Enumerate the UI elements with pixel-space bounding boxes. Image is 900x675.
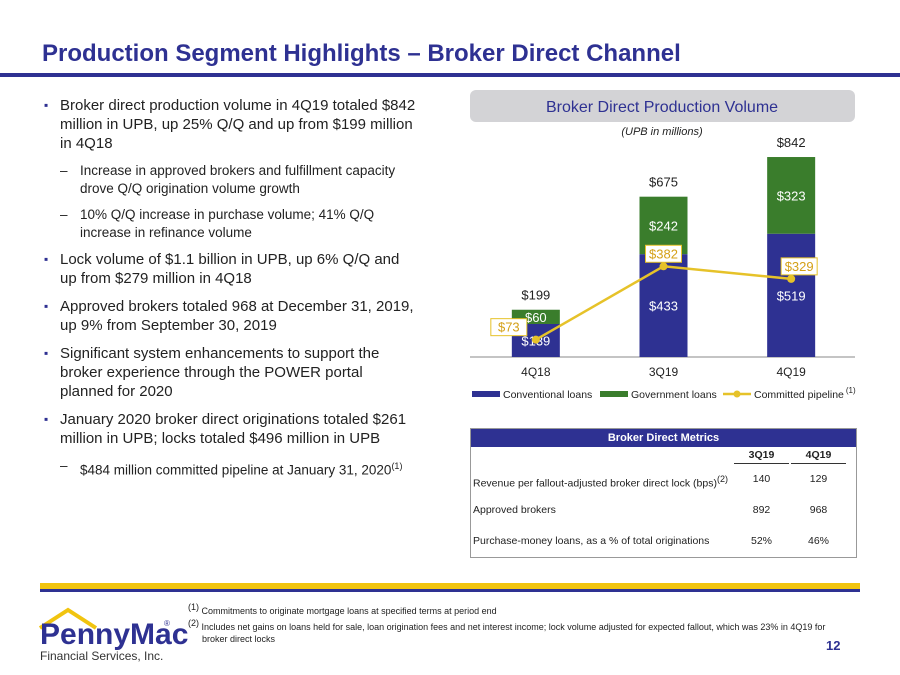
sub-bullet-text: Increase in approved brokers and fulfill… [80,163,396,196]
rule [40,589,860,592]
data-label: $242 [649,218,678,233]
footnote-ref: (1) [846,386,856,395]
x-tick-label: 4Q18 [521,365,551,379]
footnote: (1) Commitments to originate mortgage lo… [188,601,828,617]
total-label: $199 [521,288,550,303]
row-label: Approved brokers [473,495,732,526]
legend-label: Conventional loans [503,389,592,401]
bullet: Broker direct production volume in 4Q19 … [42,96,420,153]
bullet-text: January 2020 broker direct originations … [60,411,407,447]
sub-bullet-text: 10% Q/Q increase in purchase volume; 41%… [80,207,375,240]
data-label: $323 [777,188,806,203]
table-row: Purchase-money loans, as a % of total or… [471,526,856,557]
bullet-list: Broker direct production volume in 4Q19 … [42,96,420,488]
cell: 46% [807,535,829,547]
table-title: Broker Direct Metrics [471,429,856,447]
footnotes: (1) Commitments to originate mortgage lo… [188,601,828,645]
line-point [787,274,796,283]
table-body: Revenue per fallout-adjusted broker dire… [471,464,856,557]
row-label-text: Purchase-money loans, as a % of total or… [473,535,710,547]
metrics-table: Broker Direct Metrics 3Q19 4Q19 Revenue … [470,428,857,558]
sub-bullet: Increase in approved brokers and fulfill… [42,162,420,198]
logo-name: PennyMac [40,618,188,651]
line-point [659,262,668,271]
footnote-text: Includes net gains on loans held for sal… [201,622,826,644]
footnote-ref: (2) [716,474,728,484]
bullet: January 2020 broker direct originations … [42,410,420,448]
sub-bullet: 10% Q/Q increase in purchase volume; 41%… [42,206,420,242]
bar-segment [767,233,816,357]
logo-tagline: Financial Services, Inc. [40,649,163,663]
row-label-text: Revenue per fallout-adjusted broker dire… [473,477,717,490]
row-label-text: Approved brokers [473,504,556,516]
bar-segment [639,254,688,357]
cell: 52% [750,535,772,547]
data-label: $329 [785,259,814,274]
chart-subtitle: (UPB in millions) [621,126,703,138]
legend-swatch [472,391,500,397]
data-label-box [780,257,818,276]
sub-bullet-text: $484 million committed pipeline at Janua… [80,462,392,478]
rule [40,583,860,589]
data-label-box [645,244,682,263]
rule [0,73,900,77]
footnote-text: Commitments to originate mortgage loans … [201,606,497,616]
row-label: Purchase-money loans, as a % of total or… [473,526,732,557]
data-label: $433 [649,299,678,314]
footnote-mark: (1) [188,602,199,612]
x-tick-label: 4Q19 [776,365,806,379]
cell: 968 [809,504,828,516]
row-label: Revenue per fallout-adjusted broker dire… [473,464,732,495]
chart-title: Broker Direct Production Volume [546,99,778,116]
data-label: $73 [498,320,520,335]
table-row: Revenue per fallout-adjusted broker dire… [471,464,856,495]
bullet-text: Significant system enhancements to suppo… [60,345,380,400]
total-label: $675 [649,175,678,190]
bullet: Lock volume of $1.1 billion in UPB, up 6… [42,250,420,288]
bar-segment [639,196,688,255]
table-header: 3Q19 4Q19 [471,447,856,464]
column-header: 3Q19 [734,447,789,464]
table-row: Approved brokers 892 968 [471,495,856,526]
cell: 129 [809,473,828,485]
legend-swatch [733,390,741,398]
total-label: $842 [777,135,806,150]
bar-segment [767,157,816,234]
cell: 140 [752,473,771,485]
chart-title-box [470,90,855,122]
cell: 892 [752,504,771,516]
slide-title: Production Segment Highlights – Broker D… [42,40,681,67]
logo-mark: ® [164,619,170,628]
sub-bullet: $484 million committed pipeline at Janua… [42,457,420,480]
data-label-box [490,318,528,337]
footnote-mark: (2) [188,618,199,628]
bullet-text: Broker direct production volume in 4Q19 … [60,97,416,152]
logo-roof [38,607,98,630]
footnote-ref: (1) [391,461,403,471]
bullet-text: Approved brokers totaled 968 at December… [60,298,414,334]
bullet: Significant system enhancements to suppo… [42,344,420,401]
column-header: 4Q19 [791,447,846,464]
x-tick-label: 3Q19 [649,365,679,379]
data-label: $519 [777,288,806,303]
legend-swatch [600,391,628,397]
legend-label: Government loans [631,389,717,401]
data-label: $60 [525,310,547,325]
bullet-text: Lock volume of $1.1 billion in UPB, up 6… [60,251,400,287]
legend-label: Committed pipeline [754,389,844,401]
page-number: 12 [826,638,841,653]
bullet: Approved brokers totaled 968 at December… [42,297,420,335]
data-label: $382 [649,246,678,261]
line-point [531,335,540,344]
footnote: (2) Includes net gains on loans held for… [188,617,828,645]
